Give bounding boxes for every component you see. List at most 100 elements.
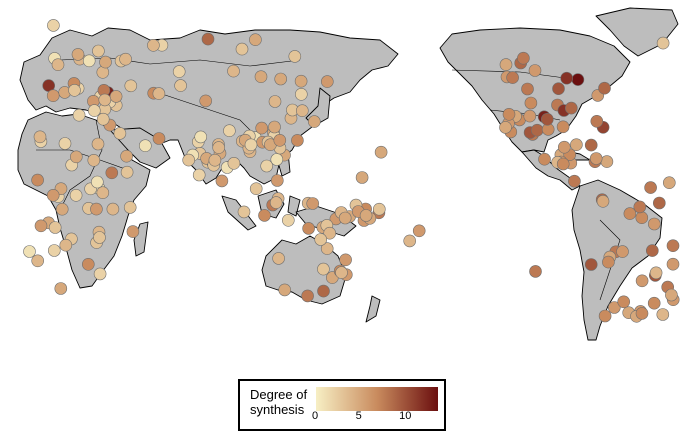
site-marker (291, 134, 304, 147)
site-marker (523, 109, 537, 123)
site-marker (55, 202, 69, 216)
site-marker (54, 282, 68, 295)
synthesis-sites (23, 19, 680, 323)
site-marker (652, 196, 666, 210)
site-marker (288, 50, 302, 63)
site-marker (317, 284, 330, 298)
site-marker (412, 224, 426, 238)
site-marker (607, 301, 621, 314)
site-marker (645, 244, 659, 257)
site-marker (598, 81, 611, 95)
site-marker (34, 219, 48, 233)
site-marker (499, 58, 513, 71)
site-marker (528, 64, 542, 77)
site-marker (82, 54, 96, 68)
site-marker (215, 174, 229, 188)
new-zealand (365, 295, 381, 323)
site-marker (174, 79, 187, 92)
site-marker (71, 48, 85, 61)
site-marker (268, 95, 282, 108)
site-marker (47, 244, 61, 257)
site-marker (571, 73, 585, 86)
site-marker (272, 252, 285, 265)
site-marker (556, 120, 570, 134)
site-marker (182, 153, 195, 167)
site-marker (91, 175, 104, 189)
site-marker (589, 152, 603, 165)
site-marker (644, 181, 657, 194)
site-marker (33, 130, 47, 144)
site-marker (23, 245, 36, 258)
site-marker (320, 75, 334, 88)
site-marker (529, 265, 542, 278)
site-marker (665, 288, 678, 302)
site-marker (47, 19, 60, 32)
site-marker (656, 36, 670, 50)
site-marker (602, 255, 615, 269)
site-marker (258, 209, 271, 222)
site-marker (598, 309, 612, 323)
site-marker (93, 231, 106, 244)
site-marker (538, 152, 551, 166)
site-marker (270, 174, 284, 187)
site-marker (372, 202, 386, 216)
site-marker (600, 155, 614, 168)
site-marker (649, 266, 663, 280)
site-marker (192, 168, 206, 182)
site-marker (666, 239, 680, 252)
site-marker (69, 189, 83, 202)
site-marker (87, 154, 101, 167)
site-marker (301, 289, 314, 303)
site-marker (323, 226, 337, 240)
legend-title-line2: synthesis (250, 402, 305, 417)
site-marker (227, 157, 241, 170)
north-america (439, 27, 631, 153)
site-marker (278, 283, 292, 297)
site-marker (31, 173, 44, 187)
site-marker (152, 87, 166, 100)
site-marker (584, 138, 598, 152)
site-marker (294, 88, 308, 101)
site-marker (199, 94, 212, 108)
site-marker (499, 121, 512, 134)
site-marker (623, 207, 637, 220)
site-marker (517, 51, 530, 65)
site-marker (227, 64, 240, 78)
site-marker (556, 157, 570, 171)
site-marker (335, 266, 348, 279)
legend-colorbar (316, 387, 438, 411)
site-marker (273, 134, 287, 147)
site-marker (172, 65, 186, 78)
site-marker (260, 159, 274, 173)
site-marker (521, 82, 534, 96)
site-marker (570, 138, 583, 151)
site-marker (92, 44, 105, 58)
site-marker (530, 123, 544, 137)
site-marker (59, 238, 73, 252)
site-marker (109, 90, 123, 103)
site-marker (564, 101, 578, 115)
site-marker (82, 257, 95, 271)
site-marker (339, 253, 352, 267)
legend-title-line1: Degree of (250, 387, 308, 402)
site-marker (106, 202, 120, 216)
site-marker (584, 258, 598, 271)
site-marker (93, 267, 107, 281)
site-marker (91, 137, 105, 151)
site-marker (46, 89, 60, 102)
site-marker (320, 242, 334, 255)
site-marker (244, 138, 258, 152)
legend-tick-5: 5 (355, 410, 362, 422)
site-marker (281, 214, 295, 227)
site-marker (270, 153, 284, 166)
site-marker (635, 274, 649, 288)
site-marker (72, 108, 86, 122)
site-marker (123, 201, 137, 214)
site-marker (48, 221, 62, 234)
site-marker (557, 140, 571, 154)
site-marker (105, 166, 119, 180)
site-marker (540, 113, 554, 126)
site-marker (98, 93, 112, 107)
site-marker (88, 104, 101, 117)
sulawesi (287, 195, 301, 217)
